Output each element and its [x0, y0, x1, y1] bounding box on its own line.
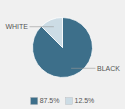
slice-labels: BLACK WHITE [5, 23, 120, 72]
legend: 87.5% 12.5% [31, 97, 95, 104]
legend-label: 87.5% [40, 97, 60, 104]
chart: BLACK WHITE 87.5% 12.5% [0, 0, 125, 109]
leader-line [30, 26, 54, 27]
legend-swatch [31, 98, 38, 105]
legend-item: 12.5% [66, 97, 95, 104]
pie-slice [41, 18, 62, 48]
legend-label: 12.5% [75, 97, 95, 104]
leader-line [71, 68, 95, 69]
legend-swatch [66, 98, 73, 105]
legend-item: 87.5% [31, 97, 60, 104]
background [0, 0, 125, 109]
slice-label: WHITE [5, 23, 28, 30]
slice-label: BLACK [97, 65, 120, 72]
